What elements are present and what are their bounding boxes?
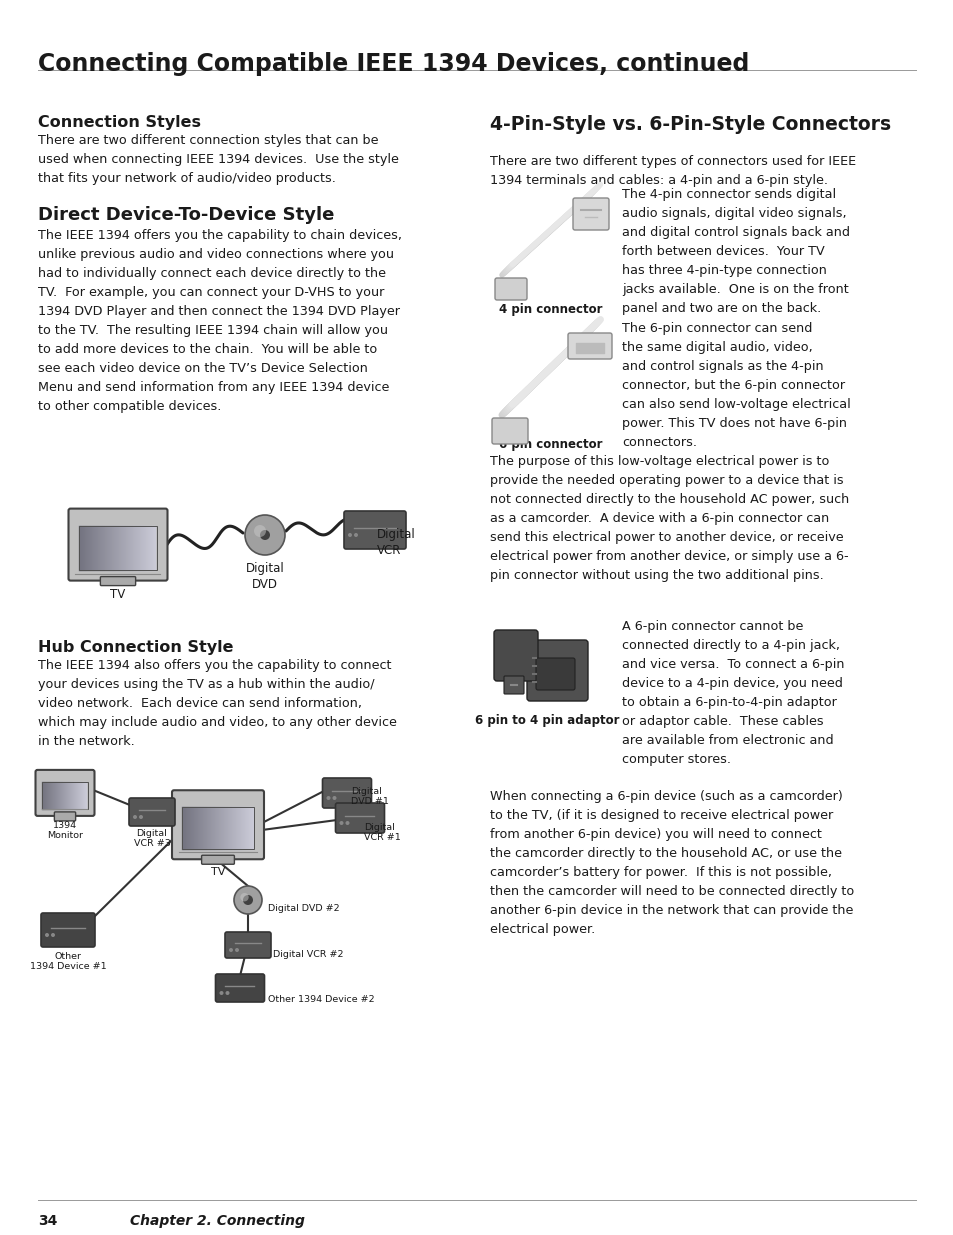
Text: 34: 34 (38, 1214, 57, 1228)
Circle shape (234, 948, 239, 952)
FancyBboxPatch shape (172, 790, 264, 860)
Circle shape (225, 990, 230, 995)
Text: The purpose of this low-voltage electrical power is to
provide the needed operat: The purpose of this low-voltage electric… (490, 454, 848, 582)
FancyBboxPatch shape (335, 803, 384, 832)
Circle shape (233, 885, 262, 914)
Text: TV: TV (111, 588, 126, 601)
Text: 6 pin connector: 6 pin connector (498, 438, 602, 451)
Circle shape (219, 990, 223, 995)
Circle shape (51, 932, 55, 937)
Text: TV: TV (211, 867, 225, 877)
Text: Digital DVD #2: Digital DVD #2 (268, 904, 339, 913)
FancyBboxPatch shape (344, 511, 406, 550)
FancyBboxPatch shape (35, 769, 94, 816)
Text: Digital
VCR #3: Digital VCR #3 (133, 829, 171, 848)
FancyBboxPatch shape (503, 676, 523, 694)
Circle shape (333, 797, 336, 800)
Text: When connecting a 6-pin device (such as a camcorder)
to the TV, (if it is design: When connecting a 6-pin device (such as … (490, 790, 853, 936)
FancyBboxPatch shape (201, 856, 234, 864)
FancyBboxPatch shape (215, 974, 264, 1002)
FancyBboxPatch shape (100, 577, 135, 585)
Text: The 4-pin connector sends digital
audio signals, digital video signals,
and digi: The 4-pin connector sends digital audio … (621, 188, 849, 315)
Text: Hub Connection Style: Hub Connection Style (38, 640, 233, 655)
Text: Chapter 2. Connecting: Chapter 2. Connecting (130, 1214, 305, 1228)
Text: Connection Styles: Connection Styles (38, 115, 201, 130)
FancyBboxPatch shape (526, 640, 587, 701)
Circle shape (243, 895, 253, 905)
Circle shape (240, 893, 249, 902)
Circle shape (245, 515, 285, 555)
Text: 4-Pin-Style vs. 6-Pin-Style Connectors: 4-Pin-Style vs. 6-Pin-Style Connectors (490, 115, 890, 135)
Text: Direct Device-To-Device Style: Direct Device-To-Device Style (38, 206, 334, 224)
Text: A 6-pin connector cannot be
connected directly to a 4-pin jack,
and vice versa. : A 6-pin connector cannot be connected di… (621, 620, 843, 766)
FancyBboxPatch shape (573, 198, 608, 230)
Text: The IEEE 1394 offers you the capability to chain devices,
unlike previous audio : The IEEE 1394 offers you the capability … (38, 228, 401, 412)
Text: Digital
DVD #1: Digital DVD #1 (351, 787, 389, 806)
FancyBboxPatch shape (129, 798, 174, 826)
Text: Other 1394 Device #2: Other 1394 Device #2 (268, 995, 375, 1004)
FancyBboxPatch shape (54, 811, 75, 821)
Text: Digital
VCR #1: Digital VCR #1 (364, 823, 400, 842)
FancyBboxPatch shape (322, 778, 371, 808)
Text: There are two different connection styles that can be
used when connecting IEEE : There are two different connection style… (38, 135, 398, 185)
Circle shape (345, 821, 349, 825)
FancyBboxPatch shape (494, 630, 537, 680)
Text: Connecting Compatible IEEE 1394 Devices, continued: Connecting Compatible IEEE 1394 Devices,… (38, 52, 749, 77)
Text: Digital VCR #2: Digital VCR #2 (273, 950, 343, 960)
Circle shape (132, 815, 137, 819)
FancyBboxPatch shape (69, 509, 168, 580)
Circle shape (354, 534, 357, 537)
Circle shape (348, 534, 352, 537)
Circle shape (229, 948, 233, 952)
FancyBboxPatch shape (567, 333, 612, 359)
Text: Digital
DVD: Digital DVD (245, 562, 284, 592)
FancyBboxPatch shape (495, 278, 526, 300)
Circle shape (339, 821, 343, 825)
FancyBboxPatch shape (41, 913, 95, 947)
Circle shape (253, 525, 266, 537)
Text: There are two different types of connectors used for IEEE
1394 terminals and cab: There are two different types of connect… (490, 156, 855, 186)
Text: Digital
VCR: Digital VCR (376, 529, 416, 557)
Circle shape (45, 932, 49, 937)
Text: Other
1394 Device #1: Other 1394 Device #1 (30, 952, 106, 972)
Circle shape (326, 797, 330, 800)
Text: The IEEE 1394 also offers you the capability to connect
your devices using the T: The IEEE 1394 also offers you the capabi… (38, 659, 396, 748)
Circle shape (139, 815, 143, 819)
Text: 4 pin connector: 4 pin connector (498, 303, 602, 316)
FancyBboxPatch shape (225, 932, 271, 958)
Circle shape (260, 530, 270, 540)
FancyBboxPatch shape (536, 658, 575, 690)
FancyBboxPatch shape (492, 417, 527, 445)
Text: 6 pin to 4 pin adaptor: 6 pin to 4 pin adaptor (475, 714, 618, 727)
Text: 1394
Monitor: 1394 Monitor (47, 821, 83, 840)
Text: The 6-pin connector can send
the same digital audio, video,
and control signals : The 6-pin connector can send the same di… (621, 322, 850, 450)
